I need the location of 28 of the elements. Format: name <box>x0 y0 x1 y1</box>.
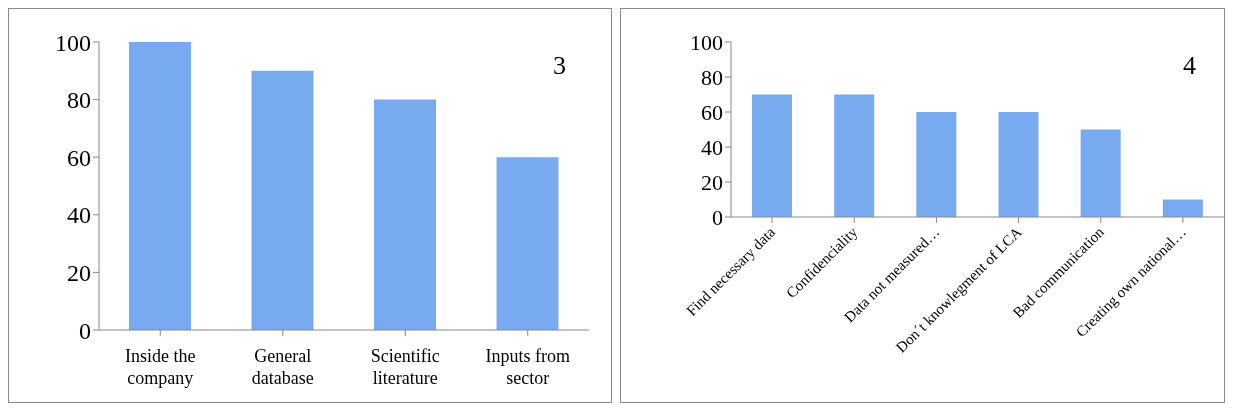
x-tick-label: Scientific literature <box>370 346 440 388</box>
x-tick-label: Inside the company <box>125 346 196 388</box>
y-tick-label: 20 <box>701 169 723 195</box>
y-tick-label: 60 <box>67 144 91 171</box>
y-tick-label: 0 <box>712 204 723 230</box>
chart-title: 3 <box>553 51 566 81</box>
bar <box>752 94 792 217</box>
y-tick-label: 40 <box>701 134 723 160</box>
bar <box>1162 199 1203 217</box>
bar <box>834 94 875 217</box>
bar <box>998 112 1039 217</box>
y-tick-label: 80 <box>701 64 723 90</box>
chart-title: 4 <box>1183 51 1196 81</box>
x-tick-label: General database <box>251 346 314 388</box>
bar <box>916 112 957 217</box>
bar <box>374 99 436 330</box>
y-tick-label: 80 <box>67 87 91 114</box>
bar <box>1080 129 1121 217</box>
bar <box>129 42 191 330</box>
y-tick-label: 60 <box>701 99 723 125</box>
y-tick-label: 100 <box>55 29 91 56</box>
y-tick-label: 100 <box>690 29 723 55</box>
x-tick-label: Inputs from sector <box>485 346 570 388</box>
bar <box>496 157 559 330</box>
bar <box>251 70 314 330</box>
y-tick-label: 20 <box>67 259 91 286</box>
y-tick-label: 40 <box>67 202 91 229</box>
y-tick-label: 0 <box>79 317 91 344</box>
